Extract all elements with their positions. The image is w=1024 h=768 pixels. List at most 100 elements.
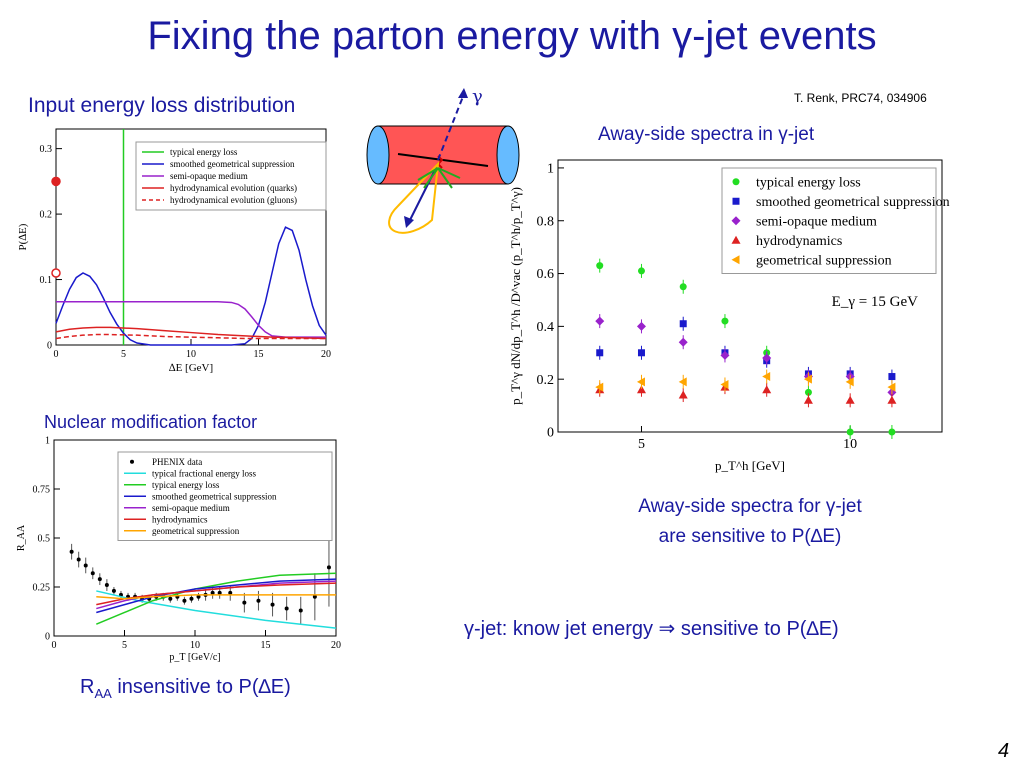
series-line [96, 590, 337, 629]
data-point [803, 395, 813, 404]
x-tick-label: 0 [54, 349, 59, 360]
data-point [76, 557, 81, 562]
cylinder-right-end [496, 125, 520, 185]
slide-title: Fixing the parton energy with γ-jet even… [147, 14, 877, 58]
y-tick-label: 0.1 [40, 275, 53, 286]
data-point [721, 317, 729, 325]
y-tick-label: 1 [547, 162, 554, 177]
legend-swatch [130, 459, 134, 464]
data-point [210, 590, 215, 595]
away-side-spectra-label: Away-side spectra in γ-jet [598, 124, 815, 145]
data-point [636, 385, 646, 394]
y-axis-label: P(∆E) [17, 223, 29, 250]
data-point [182, 598, 187, 603]
photon-arrowhead-icon [458, 88, 468, 98]
cylinder-left-end [366, 125, 390, 185]
raa-subscript: AA [94, 686, 112, 701]
data-point [228, 590, 233, 595]
x-tick-label: 5 [121, 349, 126, 360]
legend-label: geometrical suppression [756, 253, 892, 268]
x-tick-label: 5 [638, 437, 645, 452]
y-tick-label: 0.2 [537, 373, 555, 388]
y-tick-label: 0.5 [38, 533, 51, 544]
legend-label: semi-opaque medium [756, 214, 877, 229]
x-axis-label: p_T [GeV/c] [169, 652, 220, 663]
y-tick-label: 0.8 [537, 214, 555, 229]
x-tick-label: 10 [186, 349, 196, 360]
data-point [731, 235, 741, 244]
y-tick-label: 0.25 [33, 582, 51, 593]
y-axis-label: R_AA [16, 524, 27, 551]
legend-label: hydrodynamics [152, 514, 208, 524]
sensitivity-note-line-1: Away-side spectra for γ-jet [638, 496, 862, 517]
data-point [887, 382, 896, 392]
data-point [888, 373, 896, 381]
legend-label: smoothed geometrical suppression [152, 491, 277, 501]
y-tick-label: 0.3 [40, 144, 53, 155]
legend-label: hydrodynamical evolution (gluons) [170, 195, 297, 205]
reference-citation: T. Renk, PRC74, 034906 [794, 91, 927, 105]
data-point [298, 608, 303, 613]
raa-r: R [80, 676, 95, 698]
legend-label: typical fractional energy loss [152, 468, 257, 478]
data-point [596, 349, 604, 357]
data-point [90, 571, 95, 576]
y-tick-label: 0.2 [40, 209, 53, 220]
data-point [762, 353, 772, 363]
y-tick-label: 0 [47, 340, 52, 351]
data-point [312, 594, 317, 599]
away-side-chart: 5 10 0 0.2 0.4 0.6 0.8 1 typical energy loss smoo… [508, 159, 950, 473]
data-point [97, 577, 102, 582]
data-point [803, 374, 812, 384]
x-tick-label: 10 [190, 640, 200, 651]
data-point [846, 428, 854, 436]
gamma-jet-conclusion: γ-jet: know jet energy ⇒ sensitive to P(… [464, 618, 839, 640]
data-point [679, 283, 687, 291]
gluon-wiggle-icon [436, 155, 444, 169]
sensitivity-note-line-2: are sensitive to P(∆E) [658, 526, 842, 547]
legend-label: hydrodynamics [756, 234, 842, 249]
collision-diagram: γ [366, 86, 520, 234]
data-point [678, 390, 688, 399]
series-line [96, 594, 336, 600]
point-marker [51, 176, 61, 187]
energy-loss-chart: 0 5 10 15 20 0 0.1 0.2 0.3 typical energy loss smo… [17, 128, 331, 374]
y-tick-label: 0.75 [33, 484, 51, 495]
data-point [678, 377, 687, 387]
page-number: 4 [998, 740, 1010, 762]
data-point [679, 320, 687, 328]
data-point [242, 600, 247, 605]
data-point [596, 262, 604, 270]
data-point [111, 588, 116, 593]
sensitivity-note: Away-side spectra for γ-jet are sensitiv… [560, 492, 940, 552]
legend-box [721, 167, 937, 274]
data-point [845, 395, 855, 404]
data-point [732, 178, 740, 186]
jet-arrowhead-icon [404, 216, 414, 228]
data-point [196, 594, 201, 599]
data-point [762, 385, 772, 394]
nuclear-modification-label: Nuclear modification factor [44, 412, 258, 432]
data-point [888, 428, 896, 436]
data-point [804, 388, 812, 396]
data-point [256, 598, 261, 603]
away-side-plot: 5 10 0 0.2 0.4 0.6 0.8 1 typical energy loss smoo… [508, 159, 950, 473]
data-point [69, 549, 74, 554]
input-energy-loss-label: Input energy loss distribution [28, 94, 296, 117]
legend-label: geometrical suppression [152, 526, 240, 536]
data-point [762, 372, 771, 382]
data-point [678, 337, 688, 347]
y-tick-label: 0 [45, 631, 50, 642]
y-tick-label: 0 [547, 426, 554, 441]
series-line [55, 226, 327, 346]
y-tick-label: 0.6 [537, 267, 555, 282]
data-point [845, 377, 854, 387]
x-tick-label: 5 [122, 640, 127, 651]
photon-line [437, 93, 465, 161]
data-point [731, 255, 740, 265]
x-axis-label: ∆E [GeV] [169, 362, 213, 374]
data-point [595, 316, 605, 326]
raa-rest: insensitive to P(∆E) [111, 676, 291, 698]
